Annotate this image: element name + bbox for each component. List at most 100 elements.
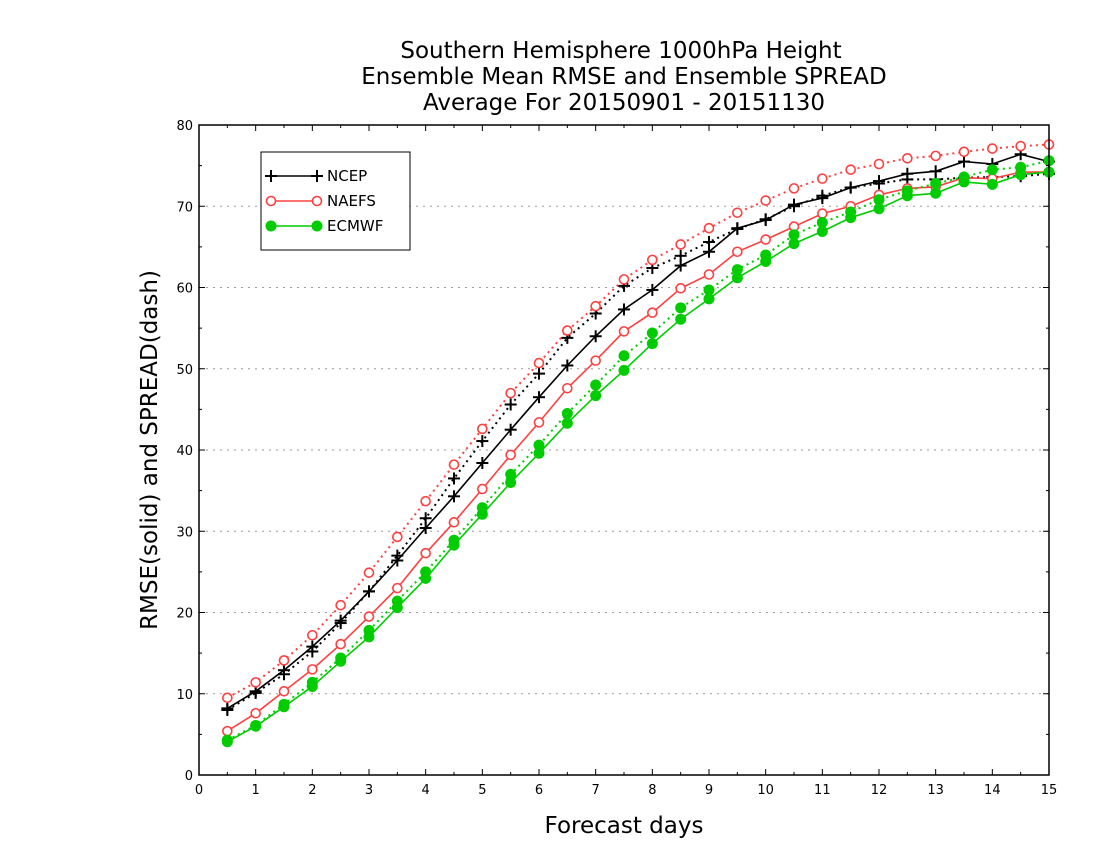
ncep-spread-point-9	[476, 435, 489, 448]
ncep-rmse-point-26	[958, 155, 970, 168]
y-tick-label-3: 30	[176, 525, 193, 540]
naefs-spread-point-24	[902, 153, 913, 164]
ecmwf-spread-point-14	[618, 350, 630, 362]
naefs-rmse-line	[226, 171, 1049, 732]
naefs-rmse-point-5	[363, 611, 375, 622]
naefs-rmse-point-16	[675, 283, 686, 294]
ncep-spread-point-10	[504, 398, 517, 411]
y-tick-label-7: 70	[176, 200, 193, 215]
y-tick-label-6: 60	[176, 282, 193, 297]
ecmwf-rmse-point-19	[760, 256, 772, 267]
naefs-rmse-point-11	[533, 417, 545, 428]
y-tick-label-1: 10	[176, 688, 193, 703]
ecmwf-spread-point-15	[646, 327, 658, 339]
ncep-rmse-point-10	[504, 423, 517, 436]
y-tick-label-2: 20	[176, 607, 193, 622]
ecmwf-rmse-point-22	[845, 212, 857, 224]
naefs-spread-point-9	[477, 423, 488, 435]
ecmwf-rmse-point-0	[221, 736, 233, 748]
ncep-rmse-point-6	[391, 554, 404, 567]
legend-marker-left-ncep	[265, 170, 277, 182]
naefs-spread-point-7	[420, 495, 431, 507]
ncep-rmse-point-12	[561, 359, 574, 372]
ncep-rmse-point-23	[873, 175, 885, 188]
naefs-rmse-point-12	[562, 382, 573, 394]
ncep-spread-line	[226, 172, 1050, 711]
y-axis-label: RMSE(solid) and SPREAD(dash)	[137, 270, 163, 630]
ecmwf-spread-point-12	[561, 407, 573, 419]
ncep-rmse-point-11	[533, 391, 545, 404]
ncep-rmse-point-16	[674, 259, 687, 272]
x-tick-label-13: 13	[927, 783, 944, 798]
legend-marker-left-ecmwf	[265, 220, 277, 232]
series-layer	[221, 139, 1055, 748]
x-tick-label-3: 3	[365, 783, 373, 798]
naefs-spread-point-14	[618, 274, 630, 285]
naefs-rmse-point-2	[278, 686, 290, 697]
ecmwf-spread-point-27	[986, 164, 998, 176]
ncep-rmse-point-7	[419, 522, 432, 534]
naefs-rmse-point-13	[590, 355, 601, 366]
naefs-spread-point-15	[647, 254, 658, 266]
ecmwf-rmse-point-10	[505, 477, 517, 488]
ecmwf-rmse-point-18	[731, 272, 743, 284]
y-tick-label-0: 0	[185, 769, 193, 784]
naefs-rmse-point-7	[420, 547, 431, 559]
naefs-spread-point-8	[448, 459, 460, 470]
ncep-rmse-point-15	[646, 283, 659, 296]
naefs-spread-point-20	[788, 183, 800, 194]
naefs-rmse-point-15	[647, 307, 658, 318]
naefs-spread-point-25	[930, 150, 941, 162]
ecmwf-rmse-point-11	[533, 447, 545, 459]
ecmwf-rmse-point-1	[250, 720, 262, 732]
ecmwf-rmse-point-4	[335, 655, 347, 667]
title-line-2: Ensemble Mean RMSE and Ensemble SPREAD	[361, 64, 886, 90]
naefs-spread-point-27	[987, 143, 998, 154]
naefs-spread-point-2	[278, 655, 290, 666]
ncep-rmse-point-24	[901, 167, 914, 180]
naefs-rmse-point-6	[392, 582, 403, 594]
x-tick-label-12: 12	[871, 783, 888, 798]
naefs-rmse-point-9	[477, 483, 488, 495]
y-tick-label-4: 40	[176, 444, 193, 459]
x-tick-label-15: 15	[1041, 783, 1058, 798]
naefs-spread-point-4	[335, 599, 346, 611]
x-tick-label-0: 0	[195, 783, 203, 798]
ecmwf-rmse-point-28	[1015, 169, 1027, 181]
ncep-rmse-point-13	[589, 330, 602, 343]
naefs-spread-point-23	[873, 158, 885, 170]
title-line-3: Average For 20150901 - 20151130	[423, 90, 825, 116]
y-tick-label-5: 50	[176, 363, 193, 378]
ncep-rmse-point-19	[759, 214, 772, 227]
naefs-rmse-point-10	[505, 449, 516, 461]
naefs-rmse-point-3	[307, 664, 318, 675]
naefs-spread-point-3	[307, 629, 318, 641]
naefs-rmse-point-0	[222, 725, 233, 737]
chart-title: Southern Hemisphere 1000hPa Height Ensem…	[361, 38, 886, 116]
ncep-rmse-point-20	[788, 198, 800, 211]
naefs-rmse-point-17	[703, 269, 715, 280]
x-tick-label-14: 14	[984, 783, 1001, 798]
ecmwf-rmse-point-16	[675, 313, 687, 325]
x-tick-label-11: 11	[814, 783, 831, 798]
x-tick-label-5: 5	[478, 783, 486, 798]
ecmwf-rmse-point-17	[703, 293, 715, 305]
ncep-rmse-point-14	[618, 303, 630, 316]
ecmwf-rmse-line	[226, 171, 1050, 743]
ncep-spread-point-8	[448, 472, 460, 485]
ncep-spread-point-11	[533, 367, 545, 380]
ecmwf-rmse-point-8	[448, 539, 460, 551]
ecmwf-spread-point-13	[590, 379, 602, 391]
x-tick-label-9: 9	[705, 783, 713, 798]
legend-label-naefs: NAEFS	[327, 192, 376, 210]
x-tick-label-8: 8	[648, 783, 656, 798]
ecmwf-rmse-point-3	[306, 680, 318, 692]
ncep-rmse-point-0	[221, 702, 234, 715]
naefs-rmse-point-19	[760, 234, 771, 245]
naefs-rmse-point-21	[817, 208, 828, 219]
ecmwf-rmse-point-21	[816, 225, 828, 237]
naefs-spread-point-26	[958, 146, 970, 158]
x-tick-label-4: 4	[422, 783, 430, 798]
naefs-spread-point-1	[250, 677, 261, 688]
